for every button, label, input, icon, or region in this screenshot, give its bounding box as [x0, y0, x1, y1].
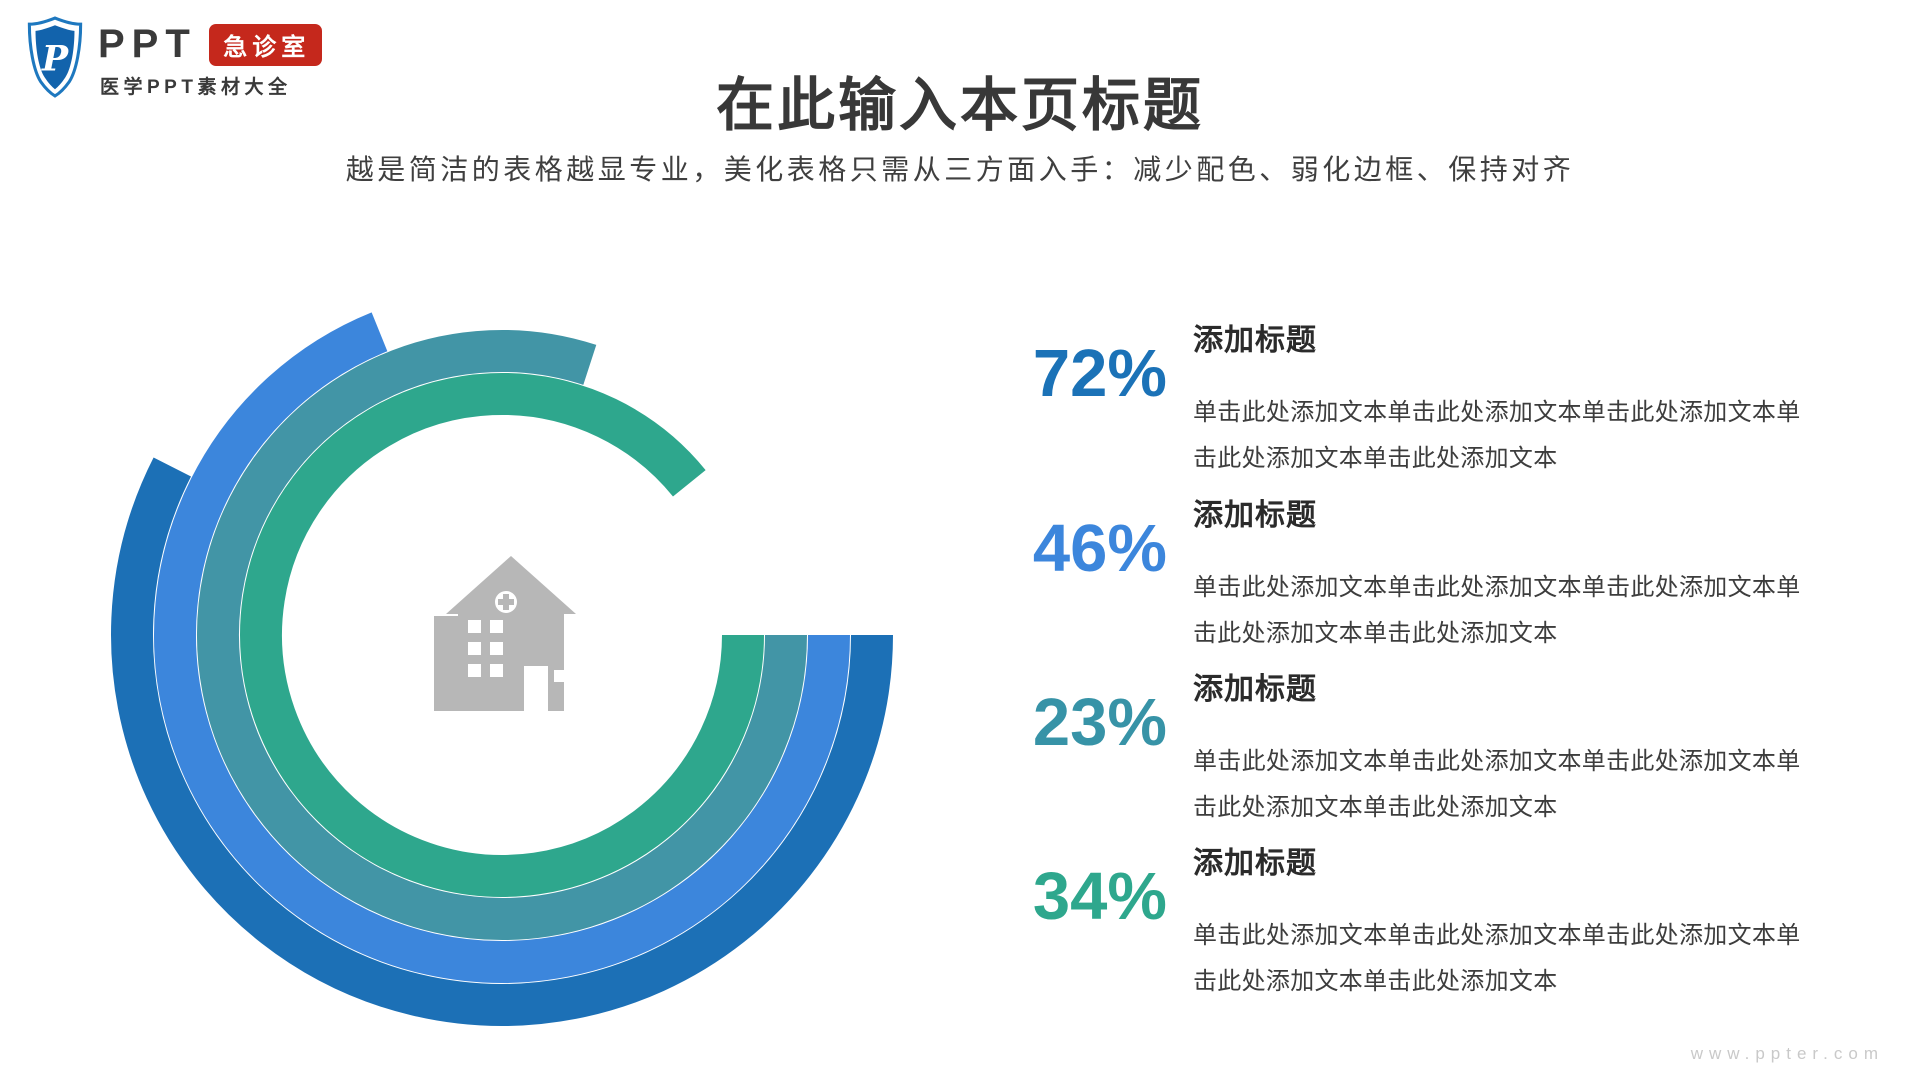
stat-block-1: 72% 添加标题 单击此处添加文本单击此处添加文本单击此处添加文本单击此处添加文… [975, 322, 1810, 494]
stat-body: 单击此处添加文本单击此处添加文本单击此处添加文本单击此处添加文本单击此处添加文本 [1193, 922, 1801, 995]
stat-text: 添加标题 单击此处添加文本单击此处添加文本单击此处添加文本单击此处添加文本单击此… [1193, 322, 1808, 482]
ring-arc-46 [154, 312, 850, 983]
ring-arc-23 [197, 330, 807, 940]
stat-value: 46% [1032, 511, 1167, 586]
stat-text: 添加标题 单击此处添加文本单击此处添加文本单击此处添加文本单击此处添加文本单击此… [1193, 845, 1808, 1005]
stat-body: 单击此处添加文本单击此处添加文本单击此处添加文本单击此处添加文本单击此处添加文本 [1193, 748, 1801, 821]
page-title: 在此输入本页标题 [715, 73, 1204, 138]
brand-text: PPT [98, 22, 197, 66]
stat-body: 单击此处添加文本单击此处添加文本单击此处添加文本单击此处添加文本单击此处添加文本 [1193, 574, 1801, 647]
brand-row: PPT 急诊室 [98, 22, 323, 67]
stat-block-2: 46% 添加标题 单击此处添加文本单击此处添加文本单击此处添加文本单击此处添加文… [975, 497, 1810, 669]
stat-title: 添加标题 [1193, 324, 1317, 357]
stat-title: 添加标题 [1193, 673, 1317, 706]
brand-badge: 急诊室 [209, 23, 323, 66]
stat-block-4: 34% 添加标题 单击此处添加文本单击此处添加文本单击此处添加文本单击此处添加文… [975, 845, 1810, 1017]
watermark: www.ppter.com [1690, 1044, 1884, 1063]
ppt-logo: P PPT 急诊室 医学PPT素材大全 [26, 14, 446, 104]
stat-value: 23% [1032, 685, 1167, 760]
ring-chart [111, 312, 893, 1026]
page-subtitle: 越是简洁的表格越显专业，美化表格只需从三方面入手：减少配色、弱化边框、保持对齐 [345, 154, 1575, 185]
stat-block-3: 23% 添加标题 单击此处添加文本单击此处添加文本单击此处添加文本单击此处添加文… [975, 671, 1810, 843]
stat-text: 添加标题 单击此处添加文本单击此处添加文本单击此处添加文本单击此处添加文本单击此… [1193, 497, 1808, 657]
stat-value: 34% [1032, 859, 1167, 934]
shield-letter: P [41, 38, 70, 79]
stat-text: 添加标题 单击此处添加文本单击此处添加文本单击此处添加文本单击此处添加文本单击此… [1193, 671, 1808, 831]
brand-tagline: 医学PPT素材大全 [100, 77, 292, 98]
stat-title: 添加标题 [1193, 847, 1317, 880]
ring-arc-72 [111, 457, 893, 1026]
stat-title: 添加标题 [1193, 499, 1317, 532]
ring-arc-34 [240, 372, 764, 897]
hospital-house-icon [434, 556, 576, 711]
shield-icon: P [27, 16, 83, 98]
stat-value: 72% [1032, 336, 1167, 411]
stat-body: 单击此处添加文本单击此处添加文本单击此处添加文本单击此处添加文本单击此处添加文本 [1193, 399, 1801, 472]
